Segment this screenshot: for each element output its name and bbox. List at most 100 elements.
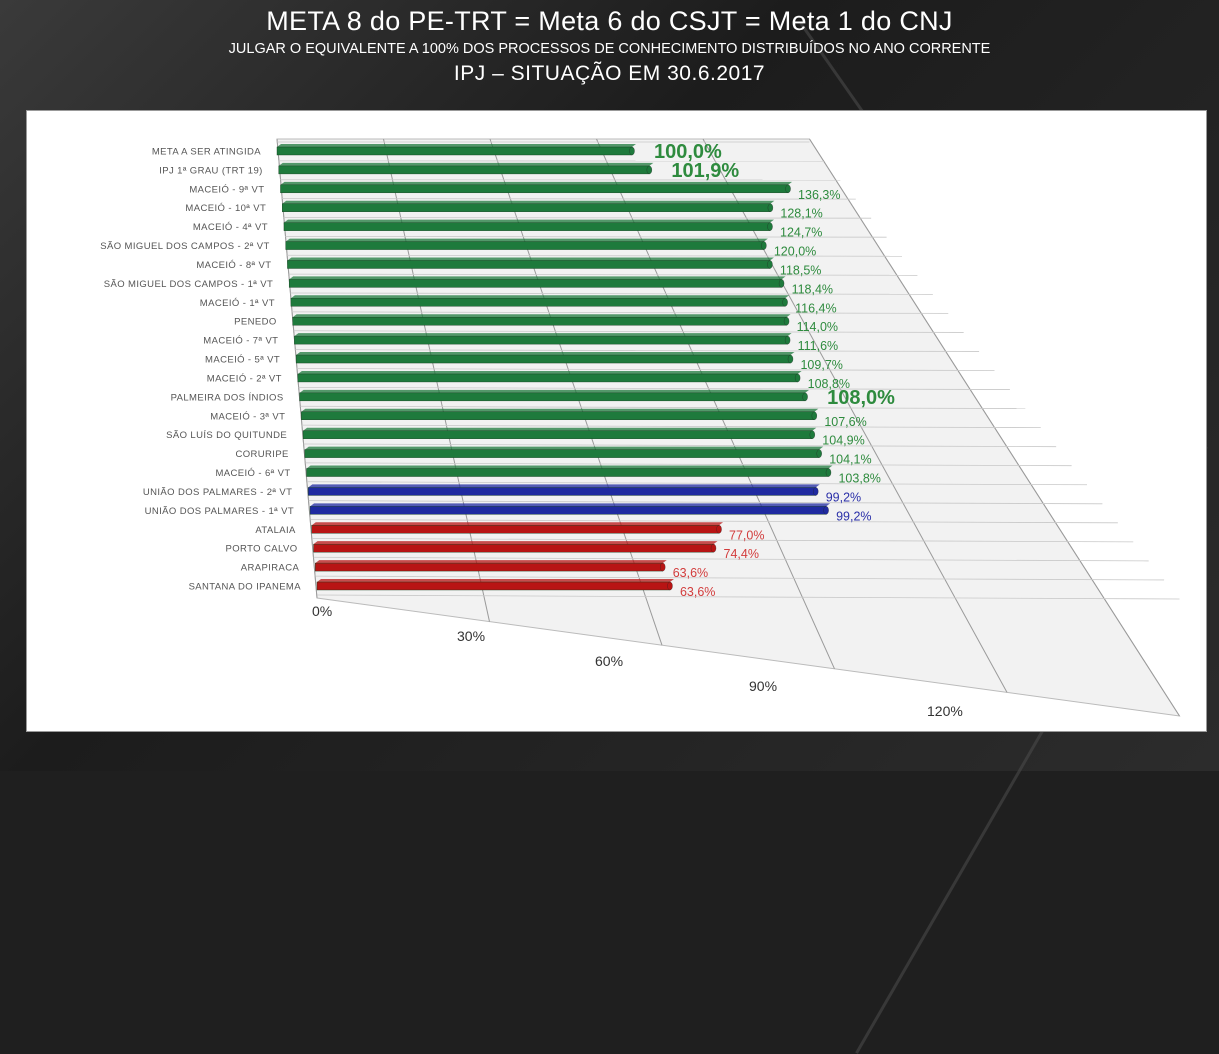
bar <box>300 393 805 401</box>
bar-top-face <box>287 257 774 260</box>
bar-end-cap <box>817 450 822 458</box>
category-label: PENEDO <box>234 317 277 328</box>
category-label: MACEIÓ - 10ª VT <box>185 203 266 214</box>
bar <box>301 412 814 420</box>
category-label: MACEIÓ - 5ª VT <box>205 355 280 366</box>
bar <box>280 185 788 193</box>
data-label: 118,5% <box>780 263 821 277</box>
bar-end-cap <box>813 487 818 495</box>
data-label: 136,3% <box>798 188 840 202</box>
category-label: PALMEIRA DOS ÍNDIOS <box>171 392 284 403</box>
bar <box>282 204 770 212</box>
bar-end-cap <box>717 525 722 533</box>
category-label: CORURIPE <box>235 449 288 460</box>
slide-subtitle: JULGAR O EQUIVALENTE A 100% DOS PROCESSO… <box>0 40 1219 58</box>
category-label: IPJ 1ª GRAU (TRT 19) <box>159 165 263 176</box>
data-label: 104,9% <box>822 434 864 448</box>
bar <box>293 317 787 325</box>
slide-title: META 8 do PE-TRT = Meta 6 do CSJT = Meta… <box>0 6 1219 36</box>
category-label: MACEIÓ - 4ª VT <box>193 222 268 233</box>
bar-end-cap <box>783 298 788 306</box>
bar-top-face <box>307 466 833 469</box>
bar <box>296 355 790 363</box>
bar-top-face <box>291 295 789 298</box>
bar-end-cap <box>768 223 773 231</box>
bar-end-cap <box>826 469 831 477</box>
bar <box>298 374 798 382</box>
category-label: SANTANA DO IPANEMA <box>189 582 302 593</box>
x-tick-label: 90% <box>749 678 777 694</box>
row-separator <box>282 199 856 200</box>
category-label: MACEIÓ - 3ª VT <box>210 411 285 422</box>
bar-end-cap <box>784 317 789 325</box>
bar-top-face <box>315 560 666 563</box>
bar-top-face <box>300 390 809 393</box>
category-label: MACEIÓ - 1ª VT <box>200 298 275 309</box>
bar-end-cap <box>812 412 817 420</box>
bar-top-face <box>277 144 636 147</box>
bar-end-cap <box>660 563 665 571</box>
bar <box>303 431 812 439</box>
category-label: MACEIÓ - 2ª VT <box>207 373 282 384</box>
category-label: PORTO CALVO <box>226 544 298 555</box>
bar-end-cap <box>786 185 791 193</box>
bar-end-cap <box>824 506 829 514</box>
x-tick-label: 0% <box>312 603 332 619</box>
data-label: 63,6% <box>680 585 715 599</box>
category-label: MACEIÓ - 9ª VT <box>189 184 264 195</box>
bar <box>277 147 632 155</box>
data-label: 74,4% <box>724 547 759 561</box>
category-label: MACEIÓ - 6ª VT <box>215 468 290 479</box>
bar-top-face <box>286 239 768 242</box>
bar-top-face <box>317 579 674 582</box>
bar-end-cap <box>779 279 784 287</box>
bar-top-face <box>282 201 774 204</box>
bar-end-cap <box>711 544 716 552</box>
x-tick-label: 60% <box>595 653 623 669</box>
bar <box>294 336 787 344</box>
bar <box>286 242 764 250</box>
data-label: 99,2% <box>836 509 871 523</box>
bar-top-face <box>305 447 823 450</box>
data-label: 104,1% <box>829 453 871 467</box>
bar <box>308 487 815 495</box>
category-label: MACEIÓ - 8ª VT <box>196 260 271 271</box>
category-label: SÃO MIGUEL DOS CAMPOS - 1ª VT <box>104 279 273 290</box>
bar-end-cap <box>768 204 773 212</box>
category-label: UNIÃO DOS PALMARES - 1ª VT <box>145 506 294 517</box>
data-label: 101,9% <box>671 160 739 182</box>
data-label: 118,4% <box>792 282 833 296</box>
bar <box>310 506 826 514</box>
bar-top-face <box>280 182 792 185</box>
bar <box>284 223 770 231</box>
data-label: 111,6% <box>798 339 839 353</box>
bar-end-cap <box>785 336 790 344</box>
bar-top-face <box>314 541 718 544</box>
data-label: 103,8% <box>838 472 880 486</box>
bar-end-cap <box>810 431 815 439</box>
data-label: 77,0% <box>729 528 764 542</box>
data-label: 109,7% <box>800 358 842 372</box>
bar-top-face <box>312 522 723 525</box>
category-label: MACEIÓ - 7ª VT <box>203 336 278 347</box>
x-tick-label: 150% <box>1112 728 1148 731</box>
bar <box>315 563 662 571</box>
category-label: SÃO MIGUEL DOS CAMPOS - 2ª VT <box>100 241 269 252</box>
data-label: 63,6% <box>673 566 708 580</box>
bar-top-face <box>296 352 794 355</box>
bar-top-face <box>284 220 774 223</box>
x-tick-label: 30% <box>457 628 485 644</box>
bar-top-face <box>293 314 791 317</box>
data-label: 116,4% <box>795 301 836 315</box>
bar-top-face <box>308 484 819 487</box>
slide-header: META 8 do PE-TRT = Meta 6 do CSJT = Meta… <box>0 0 1219 86</box>
bar-end-cap <box>761 242 766 250</box>
bar-end-cap <box>647 166 652 174</box>
bar <box>291 298 785 306</box>
slide-date-subtitle: IPJ – SITUAÇÃO EM 30.6.2017 <box>0 62 1219 86</box>
bar-end-cap <box>630 147 635 155</box>
data-label: 107,6% <box>824 415 866 429</box>
bar-top-face <box>310 503 830 506</box>
bar-top-face <box>303 428 816 431</box>
